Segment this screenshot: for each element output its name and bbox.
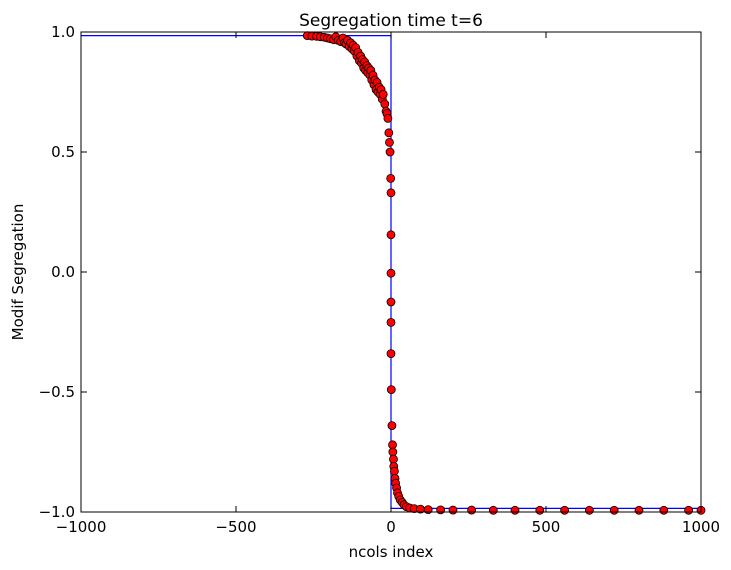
data-point (386, 268, 396, 278)
data-point (384, 128, 394, 138)
x-tick-label: 0 (386, 518, 396, 536)
data-point (388, 447, 398, 457)
x-axis-label: ncols index (349, 543, 434, 561)
chart-title: Segregation time t=6 (299, 11, 483, 31)
data-point (510, 505, 520, 515)
data-marks (81, 31, 706, 515)
y-axis-label: Modif Segregation (9, 204, 27, 341)
data-point (386, 173, 396, 183)
data-point (448, 505, 458, 515)
y-tick-label: 1.0 (51, 23, 75, 41)
data-point (385, 137, 394, 147)
data-point (386, 188, 396, 198)
x-tick-label: 1000 (682, 518, 720, 536)
y-tick-label: 0.0 (51, 263, 75, 281)
data-point (684, 505, 693, 515)
data-point (659, 505, 669, 515)
data-point (386, 230, 396, 240)
x-tick-label: −1000 (56, 518, 107, 536)
data-point (388, 440, 397, 450)
axis-ticks: −1000 −500 0 500 1000 −1.0 −0.5 0.0 0.5 1.0 (39, 23, 721, 536)
data-point (389, 454, 398, 464)
x-tick-label: −500 (215, 518, 256, 536)
data-point (387, 421, 397, 431)
y-tick-label: 0.5 (51, 143, 75, 161)
y-tick-label: −0.5 (39, 383, 75, 401)
data-point (385, 147, 395, 157)
data-point (380, 99, 390, 109)
data-point (386, 317, 396, 327)
data-point (386, 385, 396, 395)
data-point (390, 466, 399, 476)
data-point (467, 505, 477, 515)
data-point (488, 505, 498, 515)
y-tick-label: −1.0 (39, 503, 75, 521)
data-point (585, 505, 594, 515)
data-point (560, 505, 569, 515)
data-point (634, 505, 644, 515)
data-point (535, 505, 545, 515)
data-point (386, 349, 396, 359)
data-point (378, 90, 388, 99)
data-point (609, 505, 619, 515)
data-point (386, 297, 396, 307)
data-point (436, 505, 446, 515)
data-point (383, 114, 393, 123)
x-tick-label: 500 (532, 518, 561, 536)
